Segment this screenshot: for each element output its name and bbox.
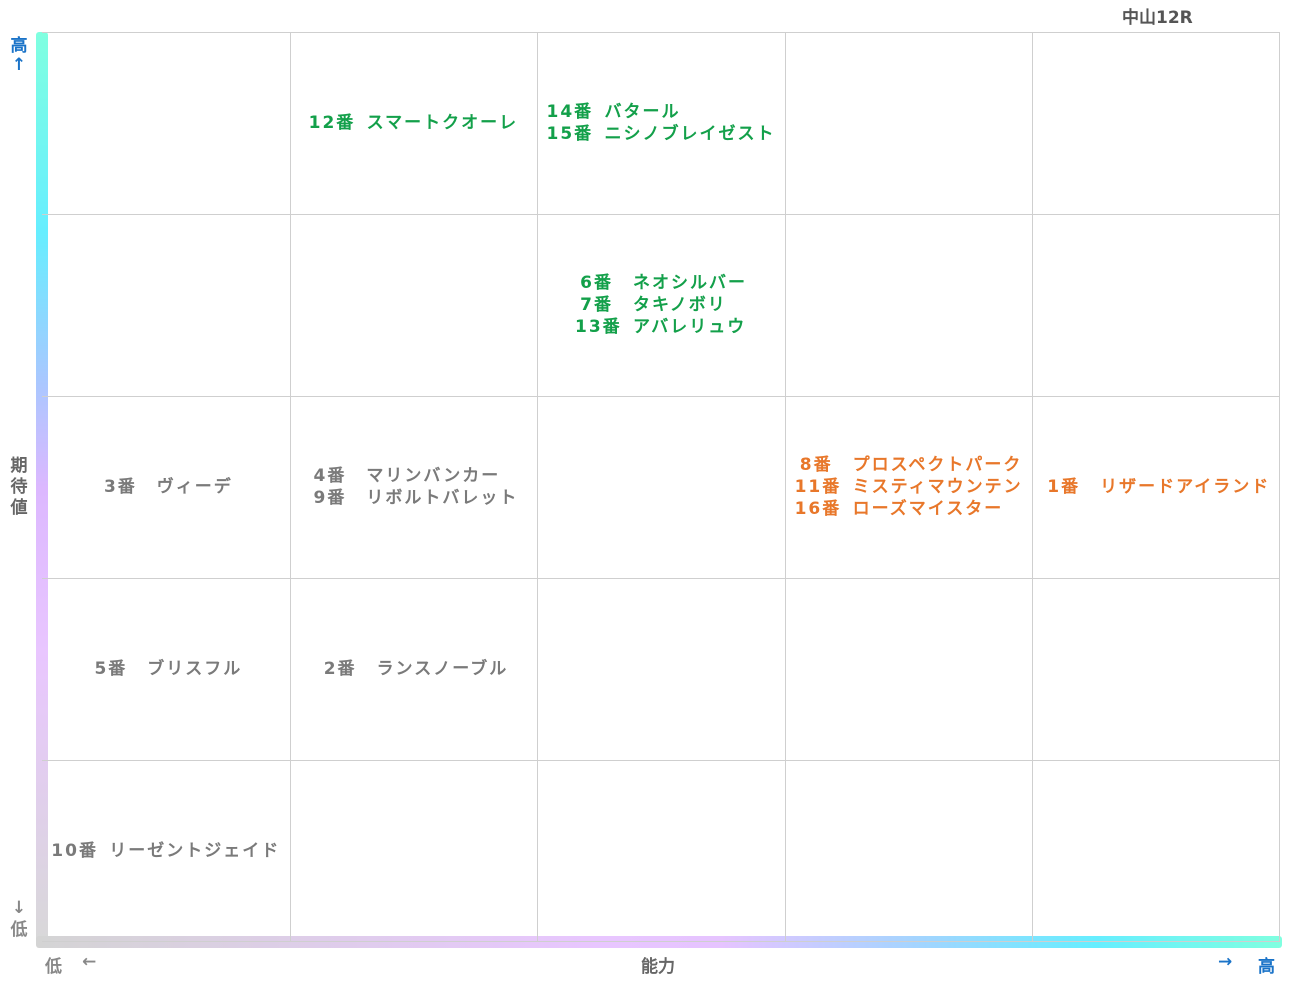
grid-cell: 5番 ブリスフル bbox=[42, 578, 290, 760]
grid-cell: 14番 バタール 15番 ニシノブレイゼスト bbox=[537, 32, 785, 214]
horse-list: 6番 ネオシルバー 7番 タキノボリ 13番 アバレリュウ bbox=[575, 272, 747, 338]
horse-number: 13番 bbox=[574, 317, 622, 337]
horse-entry: 14番 バタール bbox=[546, 101, 775, 123]
horse-number: 3番 bbox=[103, 477, 137, 497]
horse-number: 2番 bbox=[323, 659, 357, 679]
horse-number: 8番 bbox=[799, 455, 833, 475]
horse-list: 10番 リーゼントジェイド bbox=[51, 840, 280, 862]
grid-cell: 6番 ネオシルバー 7番 タキノボリ 13番 アバレリュウ bbox=[537, 214, 785, 396]
horse-list: 14番 バタール 15番 ニシノブレイゼスト bbox=[546, 101, 775, 145]
horse-number: 6番 bbox=[580, 273, 613, 293]
grid-line-vertical bbox=[537, 32, 538, 942]
y-axis-bar bbox=[36, 32, 48, 944]
horse-entry: 11番 ミスティマウンテン bbox=[795, 476, 1023, 498]
horse-list: 12番 スマートクオーレ bbox=[309, 112, 519, 134]
grid-cell: 8番 プロスペクトパーク 11番 ミスティマウンテン 16番 ローズマイスター bbox=[785, 396, 1033, 578]
horse-entry: 7番 タキノボリ bbox=[575, 294, 747, 316]
horse-entry: 15番 ニシノブレイゼスト bbox=[546, 123, 775, 145]
horse-entry: 2番 ランスノーブル bbox=[319, 658, 509, 680]
horse-entry: 9番 リボルトバレット bbox=[308, 487, 518, 509]
horse-number: 16番 bbox=[794, 499, 842, 519]
y-axis-high-label: 高 bbox=[10, 36, 28, 56]
grid-line-vertical bbox=[1279, 32, 1280, 942]
horse-name: ローズマイスター bbox=[852, 499, 1004, 519]
horse-entry: 12番 スマートクオーレ bbox=[309, 112, 519, 134]
horse-name: バタール bbox=[604, 102, 681, 122]
horse-entry: 10番 リーゼントジェイド bbox=[51, 840, 280, 862]
horse-entry: 3番 ヴィーデ bbox=[99, 476, 233, 498]
grid-line-horizontal bbox=[42, 941, 1280, 942]
horse-name: アバレリュウ bbox=[632, 317, 747, 337]
grid-line-horizontal bbox=[42, 214, 1280, 215]
horse-number: 9番 bbox=[313, 488, 347, 508]
horse-name: プロスペクトパーク bbox=[852, 455, 1023, 475]
y-axis-low-label: 低 bbox=[10, 920, 28, 940]
horse-list: 5番 ブリスフル bbox=[89, 658, 242, 680]
horse-name: ミスティマウンテン bbox=[852, 477, 1023, 497]
grid-line-horizontal bbox=[42, 760, 1280, 761]
horse-name: ニシノブレイゼスト bbox=[604, 124, 776, 144]
horse-number: 15番 bbox=[546, 124, 594, 144]
horse-number: 14番 bbox=[546, 102, 594, 122]
x-axis-low-arrow: ← bbox=[82, 952, 97, 972]
grid-cell: 10番 リーゼントジェイド bbox=[42, 760, 290, 942]
horse-entry: 5番 ブリスフル bbox=[89, 658, 242, 680]
horse-number: 5番 bbox=[94, 659, 128, 679]
grid-cell: 12番 スマートクオーレ bbox=[290, 32, 538, 214]
horse-entry: 16番 ローズマイスター bbox=[795, 498, 1023, 520]
grid-cell: 4番 マリンバンカー 9番 リボルトバレット bbox=[290, 396, 538, 578]
y-axis-high-arrow: ↑ bbox=[11, 55, 27, 75]
horse-name: タキノボリ bbox=[632, 295, 727, 315]
horse-entry: 8番 プロスペクトパーク bbox=[795, 454, 1023, 476]
horse-name: ネオシルバー bbox=[632, 273, 747, 293]
horse-list: 4番 マリンバンカー 9番 リボルトバレット bbox=[308, 465, 518, 509]
chart-grid: 12番 スマートクオーレ 14番 バタール 15番 ニシノブレイゼスト 6番 ネオシルバー 7番… bbox=[42, 32, 1280, 942]
x-axis-high-arrow: → bbox=[1218, 952, 1233, 972]
horse-name: スマートクオーレ bbox=[366, 113, 519, 133]
grid-line-horizontal bbox=[42, 578, 1280, 579]
y-axis-title-char: 値 bbox=[10, 498, 28, 518]
grid-line-vertical bbox=[290, 32, 291, 942]
horse-number: 7番 bbox=[580, 295, 613, 315]
grid-line-vertical bbox=[1032, 32, 1033, 942]
horse-number: 10番 bbox=[51, 841, 98, 861]
horse-name: ランスノーブル bbox=[376, 659, 509, 679]
y-axis-title-char: 期 bbox=[10, 456, 28, 476]
grid-line-vertical bbox=[785, 32, 786, 942]
horse-name: ブリスフル bbox=[147, 659, 243, 679]
grid-line-horizontal bbox=[42, 396, 1280, 397]
grid-cell: 2番 ランスノーブル bbox=[290, 578, 538, 760]
horse-name: リーゼントジェイド bbox=[109, 841, 281, 861]
y-axis-low-arrow: ↓ bbox=[11, 898, 27, 918]
grid-cell: 1番 リザードアイランド bbox=[1032, 396, 1280, 578]
horse-list: 8番 プロスペクトパーク 11番 ミスティマウンテン 16番 ローズマイスター bbox=[795, 454, 1023, 520]
horse-name: ヴィーデ bbox=[156, 477, 233, 497]
grid-line-horizontal bbox=[42, 32, 1280, 33]
x-axis-low-label: 低 bbox=[45, 957, 62, 977]
horse-name: リボルトバレット bbox=[366, 488, 519, 508]
x-axis-title: 能力 bbox=[641, 957, 675, 977]
x-axis-bar bbox=[36, 936, 1282, 948]
horse-name: マリンバンカー bbox=[366, 466, 501, 486]
x-axis-high-label: 高 bbox=[1258, 957, 1275, 977]
horse-number: 4番 bbox=[313, 466, 347, 486]
horse-list: 2番 ランスノーブル bbox=[319, 658, 509, 680]
horse-entry: 13番 アバレリュウ bbox=[575, 316, 747, 338]
horse-number: 12番 bbox=[308, 113, 356, 133]
horse-entry: 4番 マリンバンカー bbox=[308, 465, 518, 487]
horse-number: 1番 bbox=[1047, 477, 1081, 497]
horse-list: 1番 リザードアイランド bbox=[1042, 476, 1270, 498]
horse-name: リザードアイランド bbox=[1100, 477, 1271, 497]
horse-number: 11番 bbox=[794, 477, 842, 497]
race-label: 中山12R bbox=[1122, 8, 1193, 28]
y-axis-title-char: 待 bbox=[10, 477, 28, 497]
y-axis-title: 期待値 bbox=[8, 456, 30, 519]
grid-cell: 3番 ヴィーデ bbox=[42, 396, 290, 578]
horse-entry: 6番 ネオシルバー bbox=[575, 272, 747, 294]
horse-entry: 1番 リザードアイランド bbox=[1042, 476, 1270, 498]
horse-list: 3番 ヴィーデ bbox=[99, 476, 233, 498]
